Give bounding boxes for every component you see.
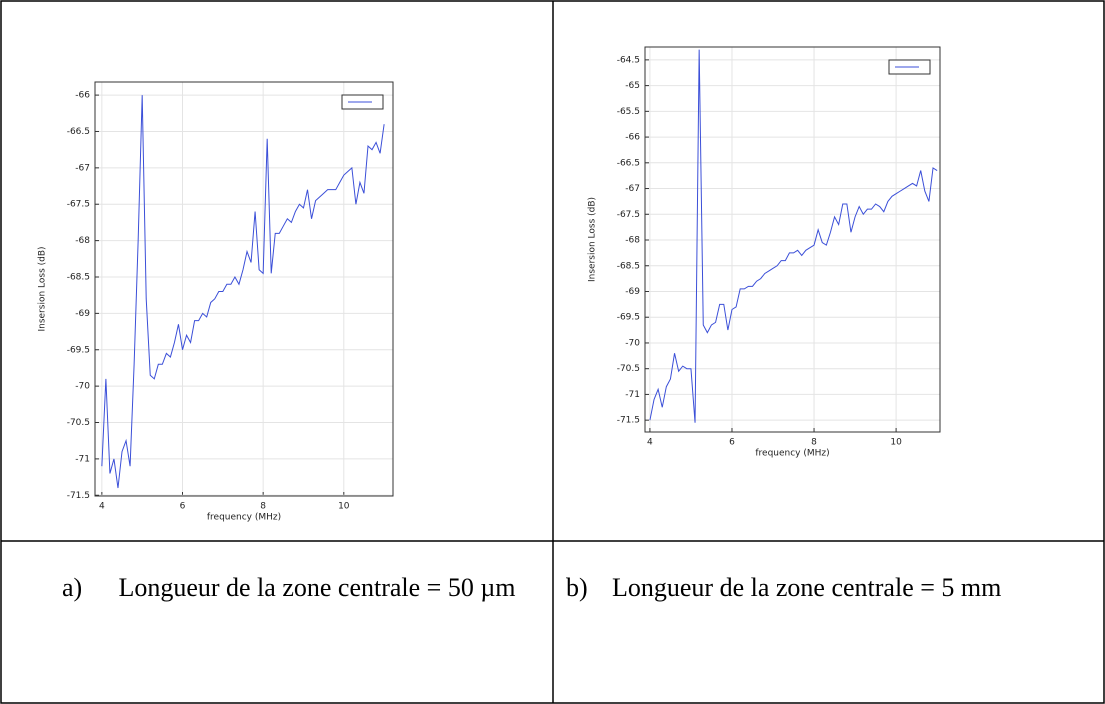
y-axis-label: Insersion Loss (dB) [588, 197, 598, 282]
y-tick-label: -71 [625, 390, 640, 400]
x-axis-label: frequency (MHz) [755, 449, 829, 459]
y-tick-label: -71.5 [67, 491, 90, 501]
y-axis-label: Insersion Loss (dB) [38, 246, 48, 331]
y-tick-label: -69 [75, 309, 90, 319]
y-tick-label: -68.5 [617, 261, 640, 271]
y-tick-label: -69.5 [617, 313, 640, 323]
caption-label: b) [566, 573, 588, 602]
x-tick-label: 4 [99, 502, 105, 512]
y-tick-label: -69 [625, 287, 640, 297]
y-tick-label: -70.5 [617, 364, 640, 374]
data-line [649, 49, 938, 423]
y-tick-label: -67.5 [67, 200, 90, 210]
y-tick-label: -67 [625, 184, 640, 194]
y-tick-label: -70 [75, 382, 90, 392]
y-tick-label: -65 [625, 81, 640, 91]
x-tick-label: 8 [811, 438, 817, 448]
x-tick-label: 6 [180, 502, 186, 512]
x-tick-label: 4 [647, 438, 653, 448]
plot-frame [644, 46, 941, 433]
y-tick-label: -66 [625, 133, 640, 143]
y-tick-label: -68.5 [67, 272, 90, 282]
y-tick-label: -67.5 [617, 210, 640, 220]
y-tick-label: -71.5 [617, 416, 640, 426]
data-line [101, 95, 385, 489]
y-tick-label: -65.5 [617, 107, 640, 117]
y-tick-label: -68 [75, 236, 90, 246]
y-tick-label: -69.5 [67, 345, 90, 355]
x-axis-label: frequency (MHz) [207, 513, 281, 523]
y-tick-label: -67 [75, 163, 90, 173]
y-tick-label: -66.5 [67, 127, 90, 137]
y-tick-label: -71 [75, 454, 90, 464]
y-tick-label: -70.5 [67, 418, 90, 428]
caption-text: Longueur de la zone centrale = 5 mm [612, 573, 1002, 602]
caption-label: a) [62, 573, 83, 602]
y-tick-label: -66 [75, 91, 90, 101]
y-tick-label: -66.5 [617, 158, 640, 168]
x-tick-label: 10 [890, 438, 902, 448]
caption-text: Longueur de la zone centrale = 50 µm [118, 573, 516, 602]
x-tick-label: 6 [729, 438, 735, 448]
y-tick-label: -68 [625, 236, 640, 246]
x-tick-label: 8 [260, 502, 266, 512]
plot-frame [94, 81, 394, 497]
y-tick-label: -70 [625, 338, 640, 348]
x-tick-label: 10 [338, 502, 350, 512]
y-tick-label: -64.5 [617, 55, 640, 65]
